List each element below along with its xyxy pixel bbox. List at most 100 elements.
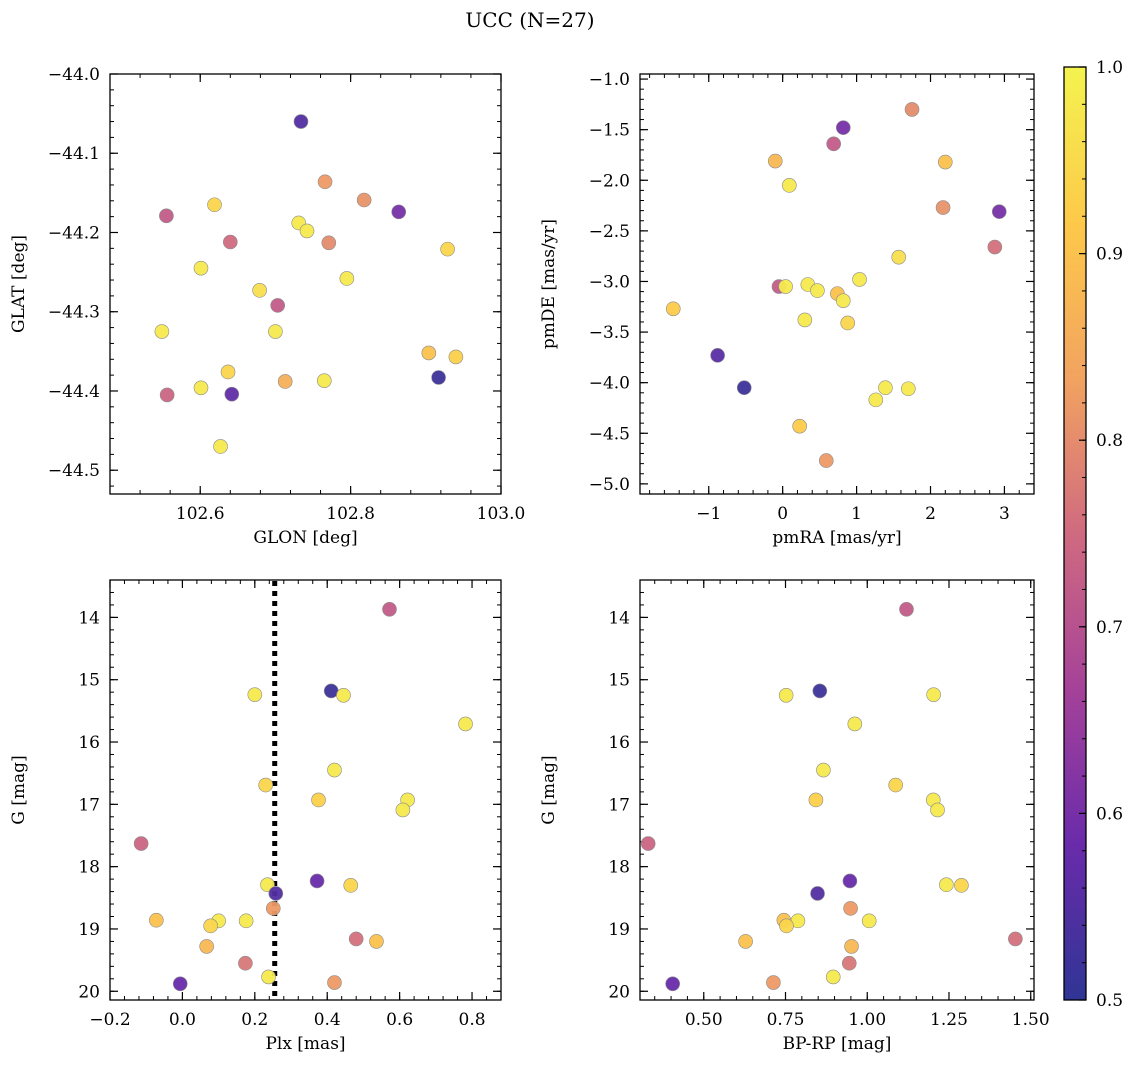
scatter-point xyxy=(778,279,793,294)
x-axis-label: pmRA [mas/yr] xyxy=(772,528,901,548)
scatter-points xyxy=(665,102,1007,468)
y-tick-label: −2.0 xyxy=(589,171,630,191)
scatter-point xyxy=(238,913,254,929)
panel-glon-glat: 102.6 102.8 103.0 −44.0 −44.1 −44.2 −44.3 −44.4… xyxy=(9,65,525,548)
y-tick-label: 18 xyxy=(608,858,630,878)
scatter-point xyxy=(277,374,293,389)
scatter-point xyxy=(327,762,342,778)
y-axis-label: G [mag] xyxy=(539,755,559,824)
y-tick-label: −44.3 xyxy=(48,303,100,323)
scatter-point xyxy=(825,969,841,985)
scatter-points xyxy=(133,601,473,992)
scatter-point xyxy=(339,271,355,286)
y-axis-label: G [mag] xyxy=(9,755,29,824)
y-tick-label: −3.0 xyxy=(589,272,630,292)
colorbar-tick-label: 0.9 xyxy=(1096,245,1123,265)
x-tick-label: 0 xyxy=(777,504,788,524)
colorbar-tick-label: 0.6 xyxy=(1096,804,1123,824)
colorbar-tick-label: 0.5 xyxy=(1096,991,1123,1011)
scatter-point xyxy=(826,136,841,152)
figure-title: UCC (N=27) xyxy=(465,8,594,32)
scatter-point xyxy=(904,102,920,117)
scatter-point xyxy=(356,192,372,208)
scatter-point xyxy=(199,939,214,954)
scatter-point xyxy=(348,931,364,947)
scatter-point xyxy=(939,877,954,893)
scatter-point xyxy=(311,792,326,808)
scatter-point xyxy=(816,762,831,778)
x-axis-label: GLON [deg] xyxy=(253,528,357,548)
scatter-point xyxy=(810,886,825,901)
scatter-point xyxy=(926,687,941,702)
scatter-point xyxy=(779,918,794,934)
x-tick-label: 0.50 xyxy=(685,1010,723,1030)
x-tick-label: −1 xyxy=(696,504,721,524)
y-tick-label: −3.5 xyxy=(589,323,630,343)
scatter-point xyxy=(258,777,273,793)
scatter-point xyxy=(878,380,893,396)
x-tick-label: 103.0 xyxy=(477,504,526,524)
scatter-point xyxy=(270,298,285,313)
scatter-point xyxy=(203,918,218,934)
scatter-point xyxy=(935,200,951,215)
scatter-point xyxy=(458,716,473,732)
scatter-point xyxy=(321,235,337,251)
scatter-point xyxy=(812,683,828,699)
colorbar-gradient xyxy=(1064,67,1086,1000)
scatter-point xyxy=(901,381,916,397)
scatter-point xyxy=(835,120,851,135)
scatter-point xyxy=(841,955,857,971)
scatter-point xyxy=(937,154,953,170)
scatter-point xyxy=(930,802,945,818)
panel-plx-g: −0.2 0.0 0.2 0.4 0.6 0.8 14 15 16 17 18 19 20 Plx [m… xyxy=(9,579,502,1054)
x-tick-label: 0.8 xyxy=(459,1010,486,1030)
scatter-point xyxy=(224,386,240,402)
scatter-point xyxy=(767,153,783,169)
scatter-point xyxy=(309,873,325,889)
scatter-point xyxy=(369,934,384,949)
x-tick-label: −0.2 xyxy=(89,1010,130,1030)
y-tick-label: 17 xyxy=(608,795,630,815)
scatter-point xyxy=(665,976,680,992)
scatter-point xyxy=(782,178,797,193)
scatter-point xyxy=(317,174,333,190)
scatter-point xyxy=(861,913,877,929)
minor-ticks xyxy=(640,579,1034,1000)
y-tick-label: 14 xyxy=(608,608,630,628)
scatter-point xyxy=(323,683,339,699)
scatter-point xyxy=(238,955,253,971)
scatter-point xyxy=(810,283,825,298)
scatter-point xyxy=(133,836,149,851)
scatter-point xyxy=(797,312,813,328)
y-tick-label: −44.4 xyxy=(48,382,100,402)
scatter-point xyxy=(766,975,781,990)
scatter-point xyxy=(710,348,725,363)
scatter-point xyxy=(268,324,283,339)
scatter-point xyxy=(327,975,342,990)
x-tick-label: 0.75 xyxy=(767,1010,805,1030)
scatter-point xyxy=(336,687,351,703)
y-tick-label: 20 xyxy=(608,982,630,1002)
scatter-point xyxy=(193,380,209,396)
y-tick-label: −4.5 xyxy=(589,424,630,444)
scatter-point xyxy=(440,241,455,257)
scatter-point xyxy=(172,976,188,992)
colorbar: 0.5 0.6 0.7 0.8 0.9 1.0 xyxy=(1063,58,1123,1011)
scatter-point xyxy=(842,873,858,889)
scatter-point xyxy=(868,392,884,408)
y-tick-label: −1.5 xyxy=(589,121,630,141)
colorbar-frame xyxy=(1063,66,1087,1001)
x-tick-label: 1.25 xyxy=(930,1010,968,1030)
scatter-point xyxy=(736,380,752,396)
scatter-point xyxy=(888,777,903,793)
y-tick-label: 16 xyxy=(608,733,630,753)
scatter-point xyxy=(299,223,315,239)
scatter-point xyxy=(293,114,309,129)
scatter-point xyxy=(835,293,851,308)
x-tick-label: 0.0 xyxy=(169,1010,196,1030)
major-ticks xyxy=(640,580,1034,1000)
scatter-point xyxy=(220,364,236,380)
minor-ticks xyxy=(109,73,502,494)
scatter-point xyxy=(899,601,914,617)
